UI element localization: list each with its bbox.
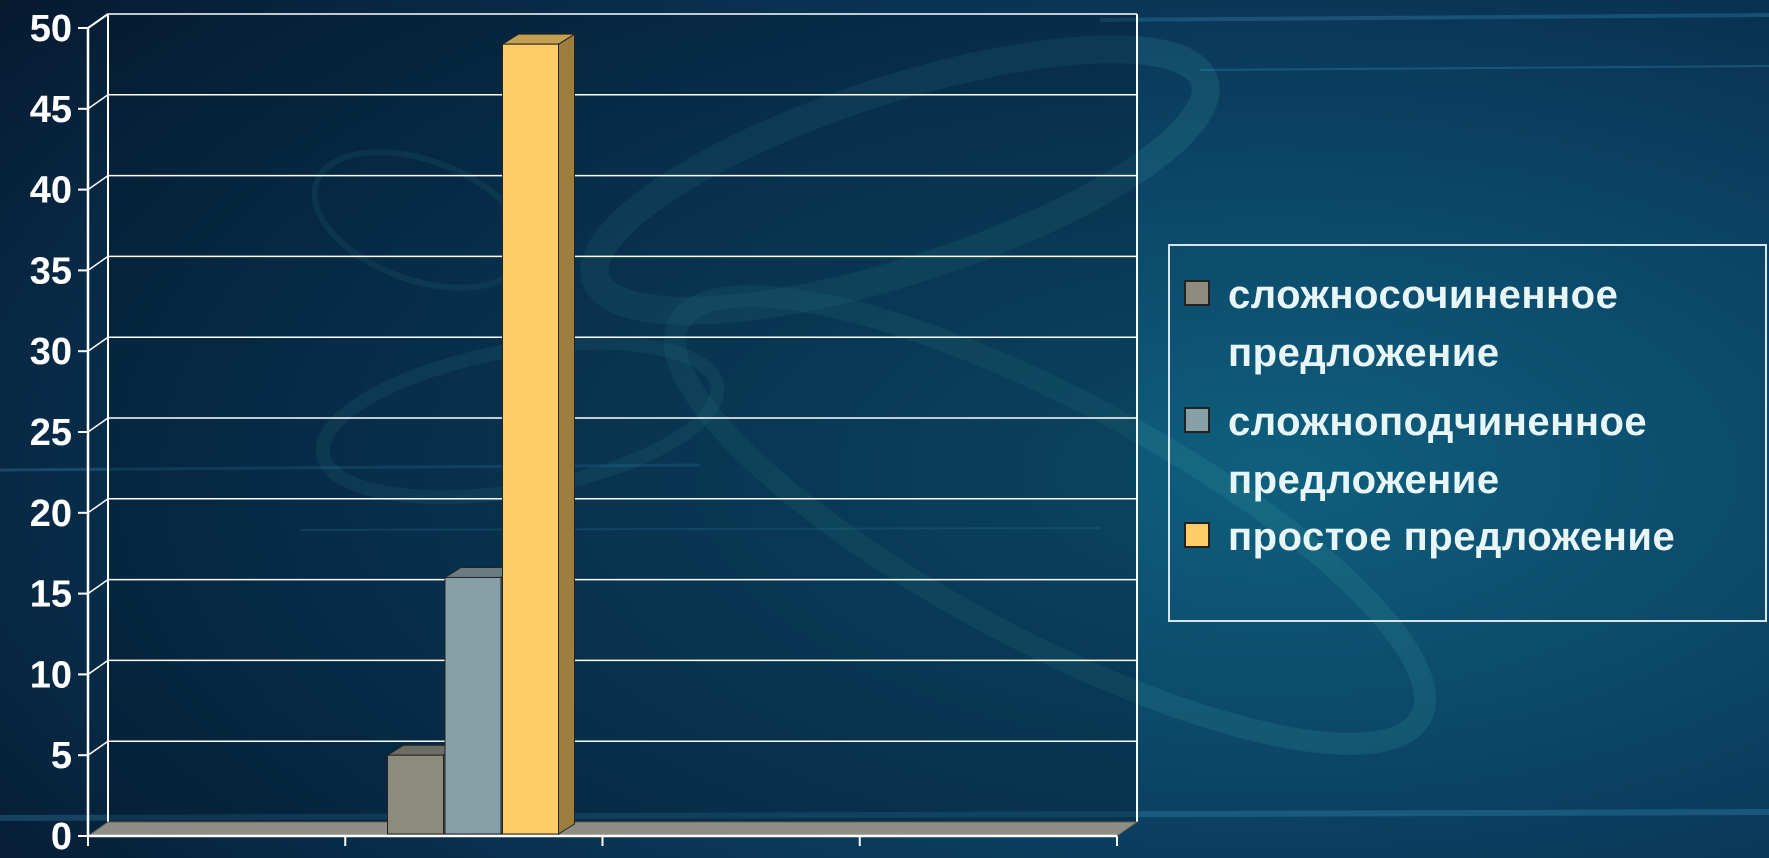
y-tick-label: 0 (51, 816, 72, 858)
y-tick-label: 45 (30, 89, 72, 131)
bar-side (558, 33, 575, 835)
legend-label: сложноподчиненное предложение (1228, 400, 1648, 502)
grid-lines (78, 13, 1137, 837)
y-tick-label: 50 (30, 8, 72, 50)
gridline-side (87, 336, 109, 352)
gridline-side (87, 94, 109, 110)
floor-plane (86, 821, 1139, 837)
gridline-side (87, 255, 109, 272)
gridline-side (87, 417, 109, 433)
bar-front (444, 576, 502, 835)
gridline-side (87, 740, 109, 756)
chart-floor (86, 821, 1139, 846)
y-tick-label: 20 (30, 493, 72, 535)
bars (385, 33, 577, 835)
bar (500, 33, 577, 835)
y-tick-label: 30 (30, 331, 72, 373)
legend-swatch (1184, 407, 1210, 433)
y-tick-label: 40 (30, 170, 72, 212)
legend: сложносочиненное предложение сложноподчин… (1168, 244, 1767, 622)
y-tick-label: 10 (30, 654, 72, 696)
bar-front (502, 43, 559, 835)
legend-swatch (1184, 522, 1210, 548)
legend-label: сложносочиненное предложение (1228, 273, 1619, 375)
gridline-side (87, 578, 109, 595)
legend-swatch (1184, 280, 1210, 306)
y-tick-label: 35 (30, 250, 72, 292)
y-axis-tick-labels: 0 5 10 15 20 25 30 35 40 45 50 (30, 8, 72, 858)
y-tick-label: 5 (51, 735, 72, 777)
plot-frame (86, 13, 1138, 836)
side-wall-top-edge (87, 13, 109, 29)
y-tick-label: 25 (30, 412, 72, 454)
legend-item: сложносочиненное предложение (1184, 266, 1768, 382)
legend-item: сложноподчиненное предложение (1184, 393, 1768, 509)
legend-label: простое предложение (1228, 515, 1676, 559)
gridline-side (87, 659, 109, 676)
gridline-side (87, 498, 109, 514)
bar-front (387, 754, 444, 835)
gridline-side (87, 174, 109, 191)
y-tick-label: 15 (30, 574, 72, 616)
legend-item: простое предложение (1184, 508, 1768, 566)
